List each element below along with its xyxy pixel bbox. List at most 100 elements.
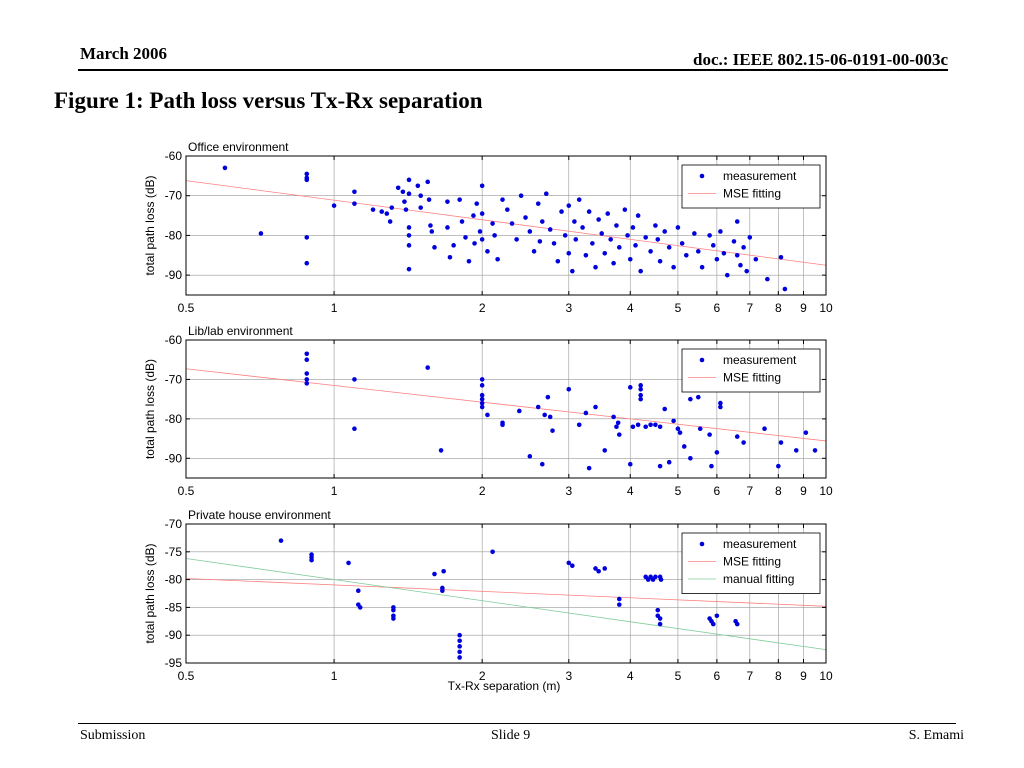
data-point <box>718 400 723 406</box>
data-point <box>721 251 727 256</box>
legend-box <box>681 348 821 393</box>
data-point <box>566 560 572 566</box>
legend-label: measurement <box>723 353 797 367</box>
x-tick-label: 2 <box>479 669 486 683</box>
data-point <box>472 241 477 246</box>
data-point <box>527 454 533 459</box>
data-point <box>681 444 687 449</box>
data-point <box>616 245 622 250</box>
data-point <box>602 448 608 453</box>
y-tick-label: -85 <box>165 600 183 614</box>
x-tick-label: 3 <box>565 484 572 498</box>
legend-box <box>681 164 821 209</box>
x-tick-label: 1 <box>331 301 338 315</box>
data-point <box>479 404 485 410</box>
data-point <box>593 404 598 410</box>
data-point <box>653 223 658 228</box>
data-point <box>615 420 621 426</box>
data-point <box>627 461 633 467</box>
data-point <box>402 199 407 204</box>
y-axis-label: total path loss (dB) <box>143 543 157 643</box>
y-tick-label: -60 <box>165 333 183 347</box>
x-tick-label: 0.5 <box>178 301 195 315</box>
data-point <box>539 461 545 467</box>
x-tick-label: 0.5 <box>178 484 195 498</box>
x-tick-label: 4 <box>627 669 634 683</box>
data-point <box>438 448 444 453</box>
y-tick-label: -90 <box>165 451 183 465</box>
data-point <box>474 201 480 206</box>
data-point <box>734 621 740 627</box>
data-point <box>445 199 450 204</box>
data-point <box>304 357 310 363</box>
data-point <box>657 463 663 469</box>
data-point <box>710 243 716 248</box>
y-tick-label: -90 <box>165 628 183 642</box>
data-point <box>638 386 643 392</box>
data-point <box>545 394 551 400</box>
x-tick-label: 2 <box>479 484 486 498</box>
data-point <box>490 549 495 555</box>
y-tick-label: -60 <box>165 149 183 163</box>
x-tick-label: 4 <box>627 484 634 498</box>
panel-title: Lib/lab environment <box>188 324 293 338</box>
data-point <box>709 463 714 469</box>
data-point <box>765 276 770 282</box>
data-point <box>662 406 667 412</box>
data-point <box>638 383 643 388</box>
data-point <box>714 256 720 262</box>
data-point <box>505 207 510 212</box>
data-point <box>418 205 424 210</box>
data-point <box>304 235 310 240</box>
x-tick-label: 3 <box>565 669 572 683</box>
data-point <box>688 455 693 461</box>
data-point <box>583 410 589 416</box>
data-point <box>776 463 781 469</box>
data-point <box>495 256 500 262</box>
data-point <box>406 243 412 248</box>
data-point <box>415 183 421 189</box>
data-point <box>479 211 485 216</box>
x-tick-label: 2 <box>479 301 486 315</box>
data-point <box>406 191 412 197</box>
axes-frame <box>185 339 827 479</box>
data-point <box>741 440 746 445</box>
data-point <box>616 596 622 602</box>
data-point <box>479 400 485 406</box>
data-point <box>695 394 701 400</box>
data-point <box>744 268 750 274</box>
data-point <box>258 231 264 236</box>
y-tick-label: -80 <box>165 412 183 426</box>
data-point <box>479 383 485 388</box>
data-point <box>576 197 582 202</box>
data-point <box>432 245 437 250</box>
data-point <box>352 426 357 432</box>
data-point <box>429 229 435 234</box>
data-point <box>537 239 543 244</box>
data-point <box>608 237 613 242</box>
footer-slide-number: Slide 9 <box>491 728 531 743</box>
data-point <box>747 235 753 240</box>
data-point <box>304 377 310 382</box>
data-point <box>635 213 641 218</box>
data-point <box>387 219 393 224</box>
x-tick-label: 3 <box>565 301 572 315</box>
data-point <box>379 209 385 214</box>
data-point <box>638 396 643 402</box>
data-point <box>657 258 663 264</box>
data-point <box>675 426 681 432</box>
data-point <box>778 254 784 260</box>
data-point <box>492 233 497 238</box>
mse-fit-line <box>185 180 827 266</box>
y-tick-label: -70 <box>165 517 183 531</box>
data-point <box>309 557 314 563</box>
data-point <box>535 404 541 410</box>
data-point <box>653 422 658 428</box>
mse-fit-line <box>185 368 827 442</box>
y-tick-label: -80 <box>165 573 183 587</box>
data-point <box>517 408 522 414</box>
data-point <box>304 371 310 376</box>
data-point <box>391 616 396 621</box>
data-point <box>304 171 310 177</box>
